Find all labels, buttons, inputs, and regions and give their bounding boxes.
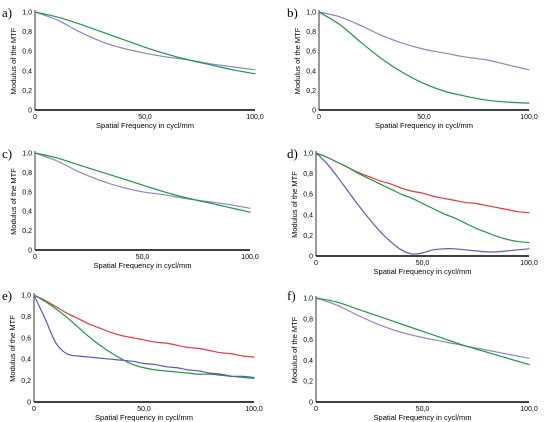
chart-2-xtick-label: 50,0 xyxy=(136,254,150,261)
chart-3-xtick-label: 100,0 xyxy=(520,260,538,267)
chart-0-group: a) 0 0,2 0,4 0,6 0,8 1,0 0 50,0 100,0 Spatial Freq… xyxy=(2,5,264,130)
chart-2-ytick-label: 1,0 xyxy=(22,151,32,158)
chart-2-xtick-label: 0 xyxy=(33,254,37,261)
chart-4-xtick-label: 50,0 xyxy=(137,406,151,413)
chart-2-xtick-label: 100,0 xyxy=(241,254,259,261)
chart-2-series-green-line xyxy=(34,152,251,213)
chart-4-y-axis-title: Modulus of the MTF xyxy=(8,315,17,382)
chart-4-series-dark_blue-line xyxy=(33,294,255,380)
chart-4-series-red-line xyxy=(33,294,255,358)
chart-3-xtick-label: 0 xyxy=(314,260,318,267)
chart-1-group: b) 0 0,2 0,4 0,6 0,8 1,0 0 50,0 100,0 Spatial Freq… xyxy=(287,5,538,130)
chart-1-series-green-line xyxy=(318,11,530,104)
chart-4-ytick-label: 0,2 xyxy=(21,378,31,385)
chart-0-x-axis-title: Spatial Frequency in cycl/mm xyxy=(96,121,194,130)
chart-2-ytick-label: 0,6 xyxy=(22,189,32,196)
chart-0-xtick-label: 50,0 xyxy=(138,114,152,121)
chart-2-panel-label: c) xyxy=(2,146,12,161)
chart-1-panel-label: b) xyxy=(287,5,298,20)
chart-0-ytick-label: 1,0 xyxy=(22,10,32,17)
chart-2-ytick-label: 0,4 xyxy=(22,209,32,216)
chart-1-ytick-label: 0,4 xyxy=(306,68,316,75)
chart-4-ytick-label: 0,8 xyxy=(21,314,31,321)
chart-5-x-axis-title: Spatial Frequency in cycl/mm xyxy=(374,413,472,422)
chart-0-ytick-label: 0 xyxy=(28,108,32,115)
chart-1-x-axis-title: Spatial Frequency in cycl/mm xyxy=(375,121,473,130)
chart-0-xtick-label: 0 xyxy=(33,114,37,121)
chart-0-ytick-label: 0,2 xyxy=(22,88,32,95)
chart-3-group: d) 0 0,2 0,4 0,6 0,8 1,0 0 50,0 100,0 Spatial Freq… xyxy=(287,146,538,276)
chart-3-y-axis-title: Modulus of the MTF xyxy=(290,171,299,238)
chart-1-ytick-label: 0 xyxy=(312,108,316,115)
chart-5-ytick-label: 0,4 xyxy=(303,358,313,365)
chart-4-ytick-label: 0,4 xyxy=(21,357,31,364)
chart-2-y-axis-title: Modulus of the MTF xyxy=(9,168,18,235)
chart-1-ytick-label: 0,6 xyxy=(306,49,316,56)
chart-4-ytick-label: 1,0 xyxy=(21,293,31,300)
chart-3-ytick-label: 1,0 xyxy=(303,151,313,158)
chart-5-group: f) 0 0,2 0,4 0,6 0,8 1,0 0 50,0 100,0 Spatial Freq… xyxy=(287,288,538,422)
chart-1-y-axis-title: Modulus of the MTF xyxy=(293,27,302,94)
chart-3-panel-label: d) xyxy=(287,146,298,161)
chart-1-ytick-label: 1,0 xyxy=(306,10,316,17)
chart-4-panel-label: e) xyxy=(2,288,12,303)
chart-1-ytick-label: 0,2 xyxy=(306,88,316,95)
chart-1-ytick-label: 0,8 xyxy=(306,29,316,36)
chart-5-y-axis-title: Modulus of the MTF xyxy=(290,316,299,383)
chart-3-ytick-label: 0 xyxy=(309,254,313,261)
chart-1-xtick-label: 0 xyxy=(317,114,321,121)
chart-2-ytick-label: 0 xyxy=(28,248,32,255)
chart-0-series-blue-line xyxy=(34,11,256,71)
chart-0-series-green-line xyxy=(34,11,256,75)
chart-4-series-green-line xyxy=(33,294,255,378)
chart-3-ytick-label: 0,6 xyxy=(303,192,313,199)
chart-5-ytick-label: 0,2 xyxy=(303,379,313,386)
chart-2-group: c) 0 0,2 0,4 0,6 0,8 1,0 0 50,0 100,0 Spatial Freq… xyxy=(2,146,259,270)
chart-3-xtick-label: 50,0 xyxy=(416,260,430,267)
chart-4-group: e) 0 0,2 0,4 0,6 0,8 1,0 0 50,0 100,0 Spatial Freq… xyxy=(2,288,263,422)
chart-0-xtick-label: 100,0 xyxy=(246,114,264,121)
chart-2-x-axis-title: Spatial Frequency in cycl/mm xyxy=(94,261,192,270)
chart-4-x-axis-title: Spatial Frequency in cycl/mm xyxy=(95,413,193,422)
chart-5-ytick-label: 1,0 xyxy=(303,296,313,303)
chart-1-xtick-label: 50,0 xyxy=(417,114,431,121)
chart-0-y-axis-title: Modulus of the MTF xyxy=(9,27,18,94)
chart-3-ytick-label: 0,4 xyxy=(303,212,313,219)
chart-3-ytick-label: 0,2 xyxy=(303,233,313,240)
chart-0-panel-label: a) xyxy=(2,5,12,20)
chart-4-xtick-label: 0 xyxy=(32,406,36,413)
chart-5-ytick-label: 0,6 xyxy=(303,337,313,344)
chart-5-xtick-label: 50,0 xyxy=(416,406,430,413)
chart-5-xtick-label: 0 xyxy=(314,406,318,413)
chart-4-xtick-label: 100,0 xyxy=(245,406,263,413)
chart-3-x-axis-title: Spatial Frequency in cycl/mm xyxy=(374,267,472,276)
chart-1-xtick-label: 100,0 xyxy=(520,114,538,121)
chart-3-series-green-line xyxy=(315,152,530,244)
chart-5-ytick-label: 0,8 xyxy=(303,316,313,323)
chart-1-series-blue-line xyxy=(318,11,530,71)
chart-5-ytick-label: 0 xyxy=(309,400,313,407)
chart-5-xtick-label: 100,0 xyxy=(520,406,538,413)
chart-3-series-dark_blue-line xyxy=(315,152,530,255)
chart-2-series-blue-line xyxy=(34,152,251,209)
chart-4-ytick-label: 0 xyxy=(27,400,31,407)
chart-3-ytick-label: 0,8 xyxy=(303,171,313,178)
chart-0-ytick-label: 0,8 xyxy=(22,29,32,36)
chart-4-ytick-label: 0,6 xyxy=(21,335,31,342)
chart-2-ytick-label: 0,2 xyxy=(22,228,32,235)
chart-5-series-blue-line xyxy=(315,297,530,359)
chart-0-ytick-label: 0,6 xyxy=(22,49,32,56)
chart-2-ytick-label: 0,8 xyxy=(22,170,32,177)
chart-5-series-green-line xyxy=(315,297,530,366)
chart-5-panel-label: f) xyxy=(287,288,296,303)
chart-0-ytick-label: 0,4 xyxy=(22,68,32,75)
